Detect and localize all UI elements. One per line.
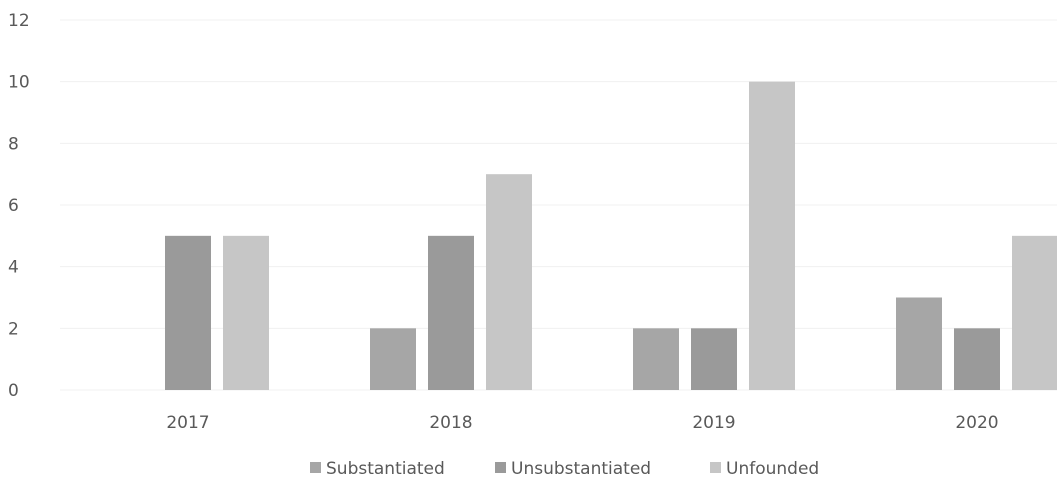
x-tick-label-2019: 2019	[692, 413, 735, 433]
x-tick-label-2020: 2020	[955, 413, 998, 433]
y-axis: 0 2 4 6 8 10 12	[8, 11, 30, 401]
bar-substantiated-2018	[370, 328, 416, 390]
legend-item-unsubstantiated: Unsubstantiated	[495, 459, 651, 479]
x-tick-label-2018: 2018	[429, 413, 472, 433]
y-tick-label: 2	[8, 319, 19, 339]
bar-unsubstantiated-2020	[954, 328, 1000, 390]
bar-unsubstantiated-2017	[165, 236, 211, 390]
x-tick-label-2017: 2017	[166, 413, 209, 433]
y-tick-label: 8	[8, 134, 19, 154]
legend-swatch	[310, 462, 321, 473]
bars	[165, 82, 1057, 390]
legend-item-substantiated: Substantiated	[310, 459, 445, 479]
bar-unsubstantiated-2019	[691, 328, 737, 390]
legend-item-unfounded: Unfounded	[710, 459, 819, 479]
bar-unfounded-2019	[749, 82, 795, 390]
y-tick-label: 12	[8, 11, 30, 31]
bar-substantiated-2020	[896, 298, 942, 391]
y-tick-label: 0	[8, 381, 19, 401]
legend: Substantiated Unsubstantiated Unfounded	[310, 459, 819, 479]
legend-swatch	[710, 462, 721, 473]
bar-substantiated-2019	[633, 328, 679, 390]
legend-label: Unsubstantiated	[511, 459, 651, 479]
x-axis: 2017 2018 2019 2020	[166, 413, 998, 433]
y-tick-label: 4	[8, 258, 19, 278]
legend-swatch	[495, 462, 506, 473]
y-tick-label: 10	[8, 73, 30, 93]
bar-unfounded-2018	[486, 174, 532, 390]
bar-unfounded-2020	[1012, 236, 1057, 390]
bar-unsubstantiated-2018	[428, 236, 474, 390]
legend-label: Substantiated	[326, 459, 445, 479]
bar-unfounded-2017	[223, 236, 269, 390]
y-tick-label: 6	[8, 196, 19, 216]
legend-label: Unfounded	[726, 459, 819, 479]
